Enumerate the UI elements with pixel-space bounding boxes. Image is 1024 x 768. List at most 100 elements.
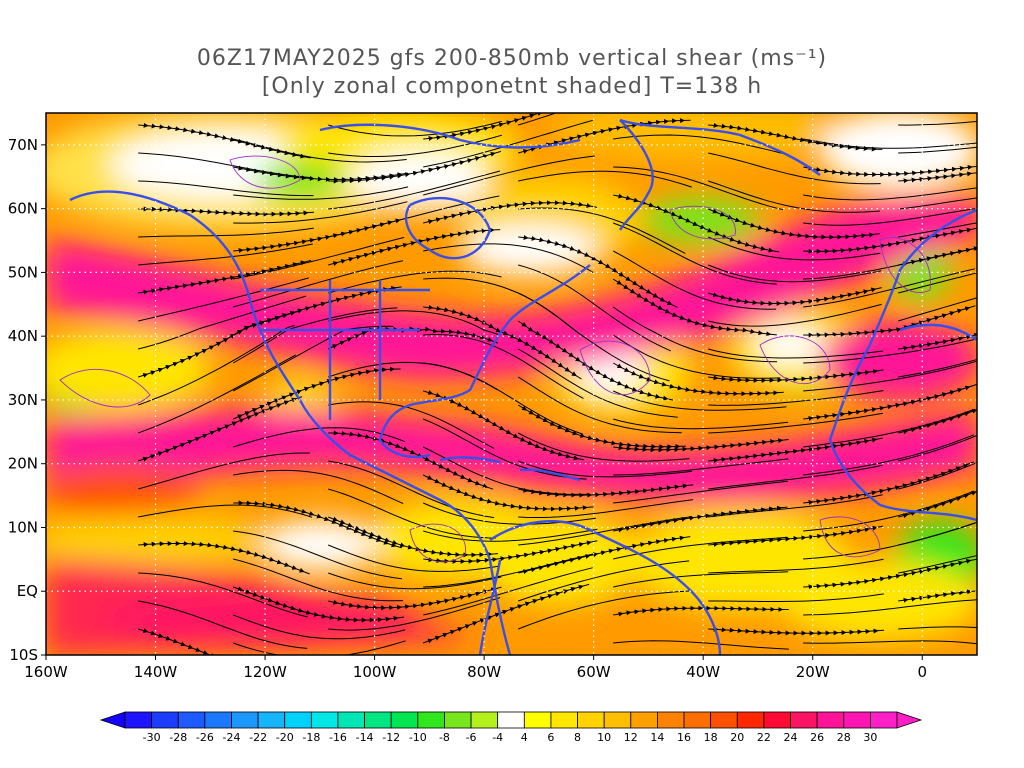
- colorbar-max-arrow: [896, 711, 923, 729]
- colorbar-swatch: [816, 711, 845, 729]
- streamline: [233, 186, 409, 200]
- colorbar-swatch: [151, 711, 179, 729]
- colorbar-label: 4: [521, 731, 528, 744]
- y-tick-label: 60N: [8, 200, 38, 218]
- colorbar-swatch: [869, 711, 898, 729]
- streamline: [898, 358, 977, 378]
- streamline: [898, 434, 977, 462]
- colorbar-swatch: [790, 711, 818, 729]
- streamline: [328, 150, 502, 184]
- streamline: [803, 338, 977, 364]
- streamline: [898, 272, 977, 294]
- streamline: [708, 152, 881, 185]
- colorbar-swatch: [257, 711, 286, 729]
- streamline: [138, 452, 310, 490]
- colorbar-swatch: [177, 711, 206, 729]
- latitude-axis: 10S EQ 10N 20N 30N 40N 50N 60N 70N: [8, 136, 46, 664]
- colorbar-label: 22: [757, 731, 771, 744]
- map-gridlines: [46, 113, 977, 655]
- longitude-axis: 160W 140W 120W 100W 80W 60W 40W 20W 0: [24, 655, 927, 681]
- streamline: [898, 171, 977, 184]
- streamline: [898, 408, 977, 435]
- streamline: [518, 460, 693, 478]
- y-tick-label: 10S: [9, 646, 38, 664]
- colorbar-swatch: [124, 711, 153, 729]
- colorbar-swatch: [603, 711, 632, 729]
- colorbar-swatch: [204, 711, 232, 729]
- y-tick-label: 40N: [8, 327, 38, 345]
- streamline: [518, 170, 692, 188]
- colorbar-swatch: [657, 711, 685, 729]
- streamline: [422, 474, 594, 512]
- colorbar-swatch: [630, 711, 658, 729]
- streamline: [613, 418, 789, 430]
- colorbar-swatch: [577, 711, 605, 729]
- streamline: [423, 200, 598, 225]
- streamline: [708, 626, 885, 636]
- streamline: [138, 396, 303, 462]
- x-tick-label: 40W: [686, 663, 720, 681]
- colorbar-label: 8: [574, 731, 581, 744]
- streamline: [517, 432, 690, 462]
- streamline: [708, 437, 883, 463]
- coastlines: [69, 118, 977, 655]
- colorbar-swatch: [470, 711, 499, 729]
- colorbar-label: -10: [409, 731, 427, 744]
- y-tick-label: EQ: [17, 582, 38, 600]
- colorbar-label: -26: [196, 731, 214, 744]
- streamline: [708, 525, 884, 547]
- streamline: [233, 530, 403, 580]
- streamline: [138, 310, 301, 378]
- colorbar-label: 18: [704, 731, 718, 744]
- streamline: [803, 187, 977, 201]
- streamline: [423, 552, 596, 588]
- colorbar-label: -4: [492, 731, 503, 744]
- streamline: [803, 384, 976, 421]
- streamline: [803, 268, 976, 308]
- streamline: [803, 247, 977, 280]
- streamline: [138, 600, 308, 649]
- streamline: [803, 640, 977, 645]
- streamline: [613, 640, 789, 650]
- x-tick-label: 140W: [134, 663, 178, 681]
- plot-title-line-2: [Only zonal componetnt shaded] T=138 h: [261, 74, 763, 99]
- streamline: [708, 412, 884, 434]
- colorbar-swatch: [550, 711, 578, 729]
- streamline: [233, 640, 406, 655]
- streamline: [613, 505, 788, 533]
- streamline: [233, 614, 406, 640]
- colorbar-label: -14: [356, 731, 374, 744]
- streamline: [898, 589, 977, 603]
- colorbar: -30 -28 -26 -24 -22 -20 -18 -16 -14 -12 -10 -8 -6 -4 4…: [99, 711, 923, 744]
- streamline: [708, 348, 884, 359]
- colorbar-swatch: [523, 711, 552, 729]
- colorbar-label: 14: [650, 731, 664, 744]
- plot-title-line-1: 06Z17MAY2025 gfs 200-850mb vertical shea…: [196, 46, 828, 71]
- streamline: [613, 458, 789, 476]
- colorbar-swatch: [683, 711, 712, 729]
- x-tick-label: 80W: [467, 663, 501, 681]
- colorbar-swatch: [310, 711, 339, 729]
- streamline: [138, 325, 295, 406]
- streamline: [328, 460, 495, 519]
- colorbar-label: 10: [597, 731, 611, 744]
- colorbar-label: -18: [302, 731, 320, 744]
- streamline: [708, 122, 883, 152]
- streamline: [803, 305, 976, 338]
- streamline: [138, 206, 315, 217]
- colorbar-label: 28: [837, 731, 851, 744]
- x-tick-label: 160W: [24, 663, 68, 681]
- streamline: [423, 390, 585, 461]
- colorbar-label: -24: [222, 731, 240, 744]
- x-tick-label: 120W: [243, 663, 287, 681]
- colorbar-label: -16: [329, 731, 347, 744]
- streamline: [138, 504, 313, 518]
- streamline: [233, 217, 407, 253]
- colorbar-label: 30: [863, 731, 877, 744]
- streamline: [328, 270, 502, 294]
- streamline: [898, 197, 977, 210]
- streamline: [803, 138, 977, 149]
- colorbar-swatch: [231, 711, 259, 729]
- colorbar-swatch: [763, 711, 791, 729]
- colorbar-label: 12: [624, 731, 638, 744]
